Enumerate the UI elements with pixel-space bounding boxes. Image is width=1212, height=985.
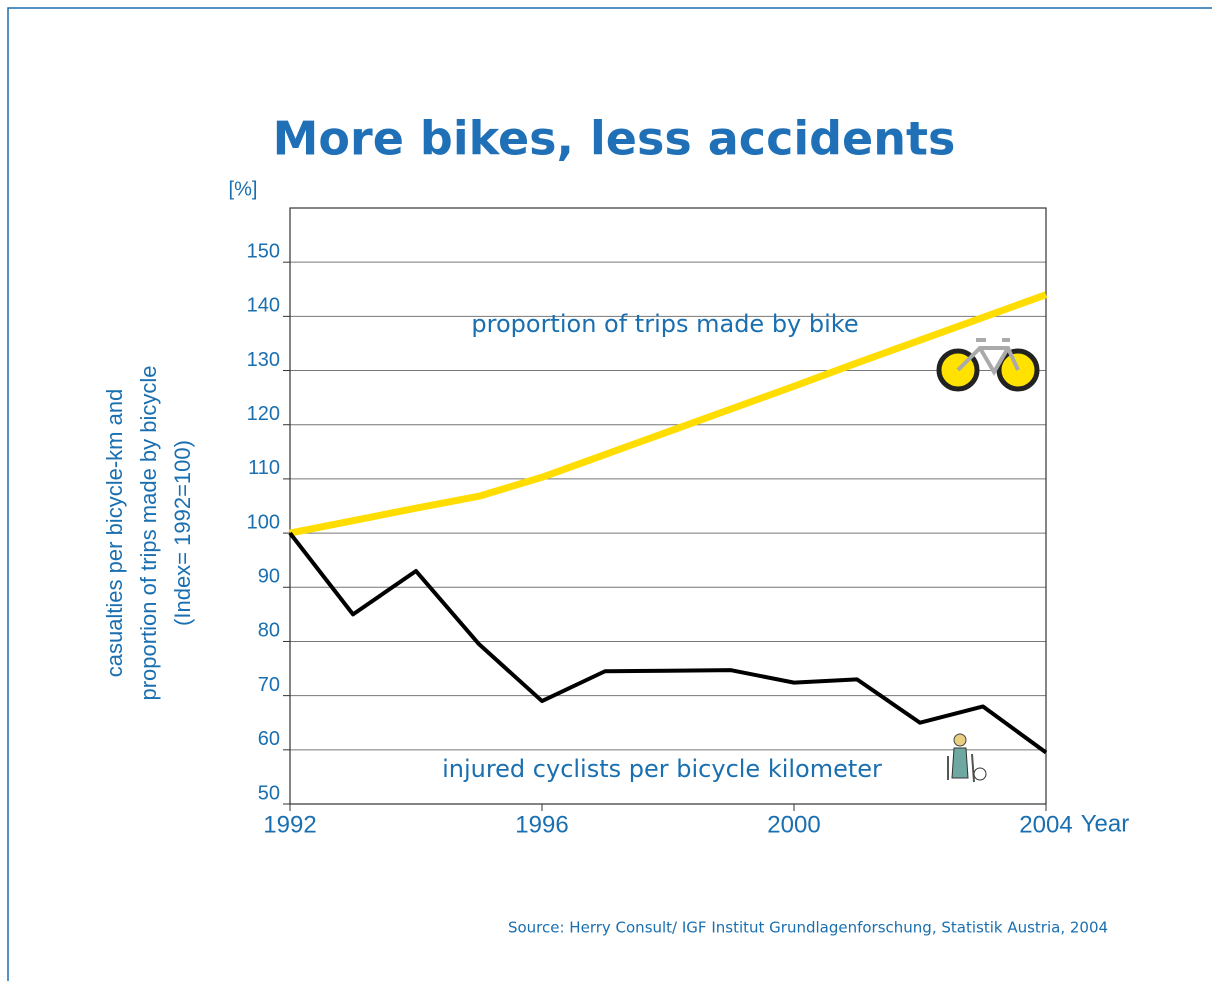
x-tick-label: 1992	[263, 811, 316, 838]
y-axis-title-line: casualties per bicycle-km and	[102, 389, 127, 678]
slide-frame	[7, 7, 1212, 985]
x-tick-label: 1996	[515, 811, 568, 838]
y-axis-title-line: proportion of trips made by bicycle	[136, 365, 161, 700]
series-label: proportion of trips made by bike	[471, 310, 858, 338]
series-line	[288, 531, 1048, 755]
bike-icon	[936, 338, 1040, 392]
y-tick-label: 90	[258, 566, 280, 588]
series-label: injured cyclists per bicycle kilometer	[442, 755, 882, 783]
y-tick-label: 110	[248, 457, 280, 479]
y-tick-label: 60	[258, 728, 280, 750]
y-tick-label: 140	[247, 295, 280, 317]
plot-frame	[289, 207, 1047, 805]
y-tick-label: 120	[247, 403, 280, 425]
chart-title: More bikes, less accidents	[273, 112, 956, 166]
y-tick-label: 100	[247, 511, 280, 533]
y-axis-title-line: (Index= 1992=100)	[170, 440, 195, 626]
y-tick-label: 70	[258, 674, 280, 696]
y-tick-label: 130	[247, 349, 280, 371]
y-tick-label: 150	[247, 240, 280, 262]
x-tick-label: 2000	[767, 811, 820, 838]
cyclist-icon	[947, 733, 987, 783]
y-tick-label: 50	[258, 782, 280, 804]
y-tick-label: 80	[258, 620, 280, 642]
y-unit: [%]	[229, 178, 258, 200]
source-note: Source: Herry Consult/ IGF Institut Grun…	[508, 919, 1108, 937]
x-tick-label: 2004	[1019, 811, 1072, 838]
plot-area: 50 60 70 80 90 100 110 120 130 140 150 1992 1996 2000…	[247, 207, 1073, 838]
series-line	[289, 291, 1048, 537]
x-axis-title: Year	[1081, 810, 1130, 837]
y-axis-title: casualties per bicycle-km and proportion…	[102, 365, 195, 700]
